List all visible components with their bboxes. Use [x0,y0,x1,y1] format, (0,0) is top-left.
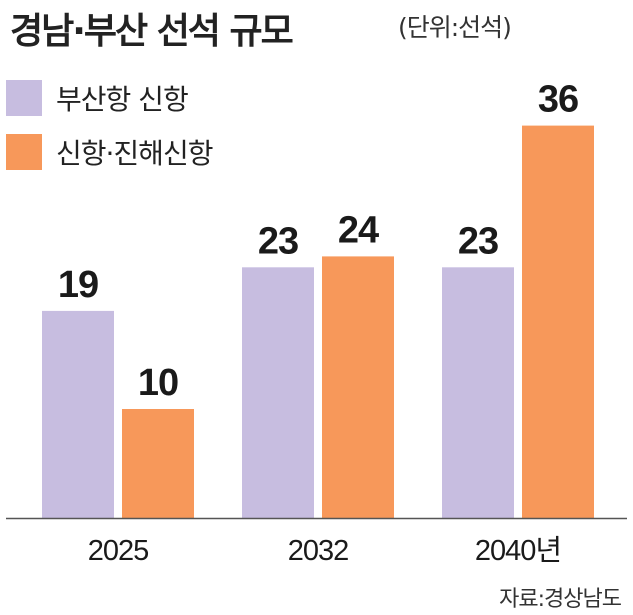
bar-busan-0 [42,310,114,518]
data-label-jinhae-1: 24 [338,209,379,251]
unit-label: (단위:선석) [398,13,512,42]
source-note: 자료:경상남도 [499,587,622,612]
bar-busan-1 [242,267,314,518]
x-tick-label-0: 2025 [88,535,149,567]
legend-swatch-busan [6,80,42,116]
legend-label-jinhae: 신항·진해신항 [56,137,213,170]
data-label-busan-1: 23 [258,220,298,262]
data-label-jinhae-2: 36 [538,79,578,121]
bar-jinhae-0 [122,409,194,518]
bar-jinhae-1 [322,256,394,518]
legend-label-busan: 부산항 신항 [56,83,189,116]
x-tick-label-2: 2040년 [475,535,561,567]
chart-title: 경남·부산 선석 규모 [10,11,294,52]
x-tick-label-1: 2032 [288,535,349,567]
legend-swatch-jinhae [6,134,42,170]
data-label-busan-2: 23 [458,220,498,262]
legend-item-busan: 부산항 신항 [6,78,189,118]
legend-item-jinhae: 신항·진해신항 [6,132,213,172]
bar-jinhae-2 [522,125,594,518]
data-label-jinhae-0: 10 [138,362,178,404]
bar-busan-2 [442,267,514,518]
data-label-busan-0: 19 [58,264,98,306]
